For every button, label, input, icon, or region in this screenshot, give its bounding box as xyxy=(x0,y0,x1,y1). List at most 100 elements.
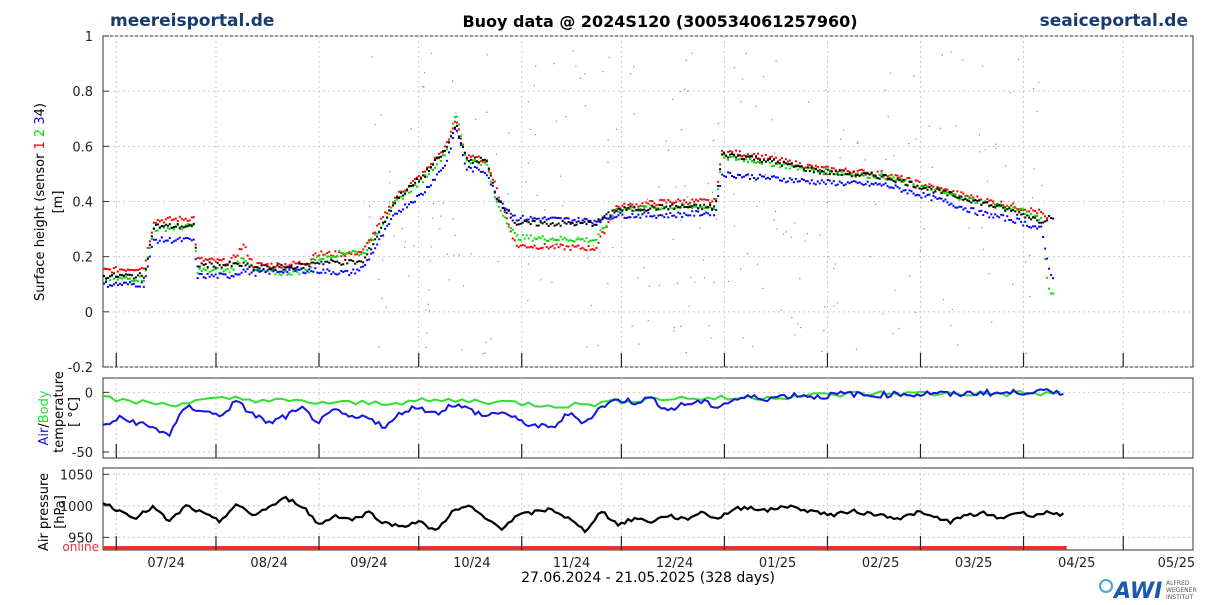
sensor-4-point xyxy=(760,161,763,164)
sensor-4-point xyxy=(1042,221,1045,224)
sensor-4-point xyxy=(212,265,215,268)
sensor-1-point xyxy=(533,244,536,247)
awi-logo[interactable]: AWI ALFRED WEGENER INSTITUT xyxy=(1099,579,1197,604)
outlier-point xyxy=(490,338,492,340)
sensor-4-point xyxy=(148,243,151,246)
sensor-2-point xyxy=(603,226,606,229)
sensor-1-point xyxy=(160,219,163,222)
sensor-1-point xyxy=(569,248,572,251)
outlier-point xyxy=(680,219,682,222)
sensor-2-point xyxy=(220,267,223,270)
sensor-3-point xyxy=(954,206,957,209)
sensor-1-point xyxy=(467,154,470,157)
sensor-1-point xyxy=(222,257,225,260)
sensor-2-point xyxy=(473,159,476,162)
sensor-3-point xyxy=(902,189,905,192)
sensor-1-point xyxy=(575,245,578,248)
sensor-2-point xyxy=(996,203,999,206)
sensor-1-point xyxy=(322,253,325,256)
x-tick-label: 02/25 xyxy=(862,556,899,571)
sensor-3-point xyxy=(884,182,887,185)
sensor-1-point xyxy=(753,152,756,155)
sensor-4-point xyxy=(834,169,837,172)
header-right-brand[interactable]: seaiceportal.de xyxy=(1040,11,1188,31)
sensor-4-point xyxy=(996,204,999,207)
sensor-2-point xyxy=(848,173,851,176)
sensor-1-point xyxy=(124,269,127,272)
sensor-3-point xyxy=(840,181,843,184)
sensor-4-point xyxy=(354,262,357,265)
sensor-4-point xyxy=(312,261,315,264)
sensor-3-point xyxy=(280,270,283,273)
sensor-4-point xyxy=(242,261,245,264)
outlier-point xyxy=(1032,87,1035,90)
sensor-1-point xyxy=(384,211,387,214)
air-pressure-line xyxy=(102,495,1065,534)
sensor-4-point xyxy=(808,170,811,173)
sensor-3-point xyxy=(433,178,436,181)
sensor-1-point xyxy=(366,241,369,244)
sensor-2-point xyxy=(258,269,261,272)
sensor-4-point xyxy=(264,264,267,267)
sensor-3-point xyxy=(892,187,895,190)
sensor-2-point xyxy=(288,272,291,275)
outlier-point xyxy=(439,228,441,230)
sensor-3-point xyxy=(958,205,961,208)
sensor-1-point xyxy=(703,198,706,201)
sensor-2-point xyxy=(559,235,562,238)
sensor-3-point xyxy=(804,180,807,183)
sensor-3-point xyxy=(356,268,359,271)
sensor-4-point xyxy=(755,155,758,158)
outlier-point xyxy=(774,210,777,213)
sensor-2-point xyxy=(469,162,472,165)
sensor-3-point xyxy=(164,239,167,242)
sensor-1-point xyxy=(699,198,702,201)
sensor-3-point xyxy=(603,214,606,217)
outlier-point xyxy=(648,285,650,287)
sensor-3-point xyxy=(653,214,656,217)
sensor-1-point xyxy=(310,258,313,261)
sensor-3-point xyxy=(643,211,646,214)
sensor-4-point xyxy=(428,170,431,173)
sensor-3-point xyxy=(814,183,817,186)
sensor-3-point xyxy=(637,213,640,216)
sensor-2-point xyxy=(850,173,853,176)
sensor-3-point xyxy=(210,273,213,276)
sensor-3-point xyxy=(1008,219,1011,222)
sensor-4-point xyxy=(430,166,432,169)
sensor-4-point xyxy=(575,223,578,226)
sensor-2-point xyxy=(958,198,961,201)
sensor-3-point xyxy=(1006,215,1009,218)
sensor-3-point xyxy=(808,182,811,185)
sensor-1-point xyxy=(451,127,454,130)
sensor-1-point xyxy=(497,196,500,199)
sensor-4-point xyxy=(517,223,520,226)
header-left-brand[interactable]: meereisportal.de xyxy=(110,11,274,31)
sensor-3-point xyxy=(465,168,468,171)
sensor-2-point xyxy=(118,276,121,279)
sensor-2-point xyxy=(184,224,187,227)
sensor-3-point xyxy=(507,208,510,211)
sensor-3-point xyxy=(611,217,614,220)
outlier-point xyxy=(753,181,755,183)
outlier-point xyxy=(733,193,735,195)
sensor-2-point xyxy=(723,156,726,159)
sensor-3-point xyxy=(908,189,911,192)
sensor-4-point xyxy=(376,235,379,238)
sensor-4-point xyxy=(110,274,113,277)
sensor-2-point xyxy=(142,279,145,282)
sensor-3-point xyxy=(467,165,470,168)
outlier-point xyxy=(607,139,609,141)
sensor-1-point xyxy=(595,246,598,249)
sensor-3-point xyxy=(583,217,586,220)
sensor-3-point xyxy=(104,280,107,283)
sensor-3-point xyxy=(772,175,775,178)
sensor-4-point xyxy=(238,264,241,267)
sensor-3-point xyxy=(850,181,853,184)
sensor-1-point xyxy=(330,254,333,257)
sensor-2-point xyxy=(733,155,736,158)
outlier-point xyxy=(688,305,690,307)
outlier-point xyxy=(393,235,395,237)
sensor-3-point xyxy=(705,211,708,214)
sensor-2-point xyxy=(784,167,787,170)
